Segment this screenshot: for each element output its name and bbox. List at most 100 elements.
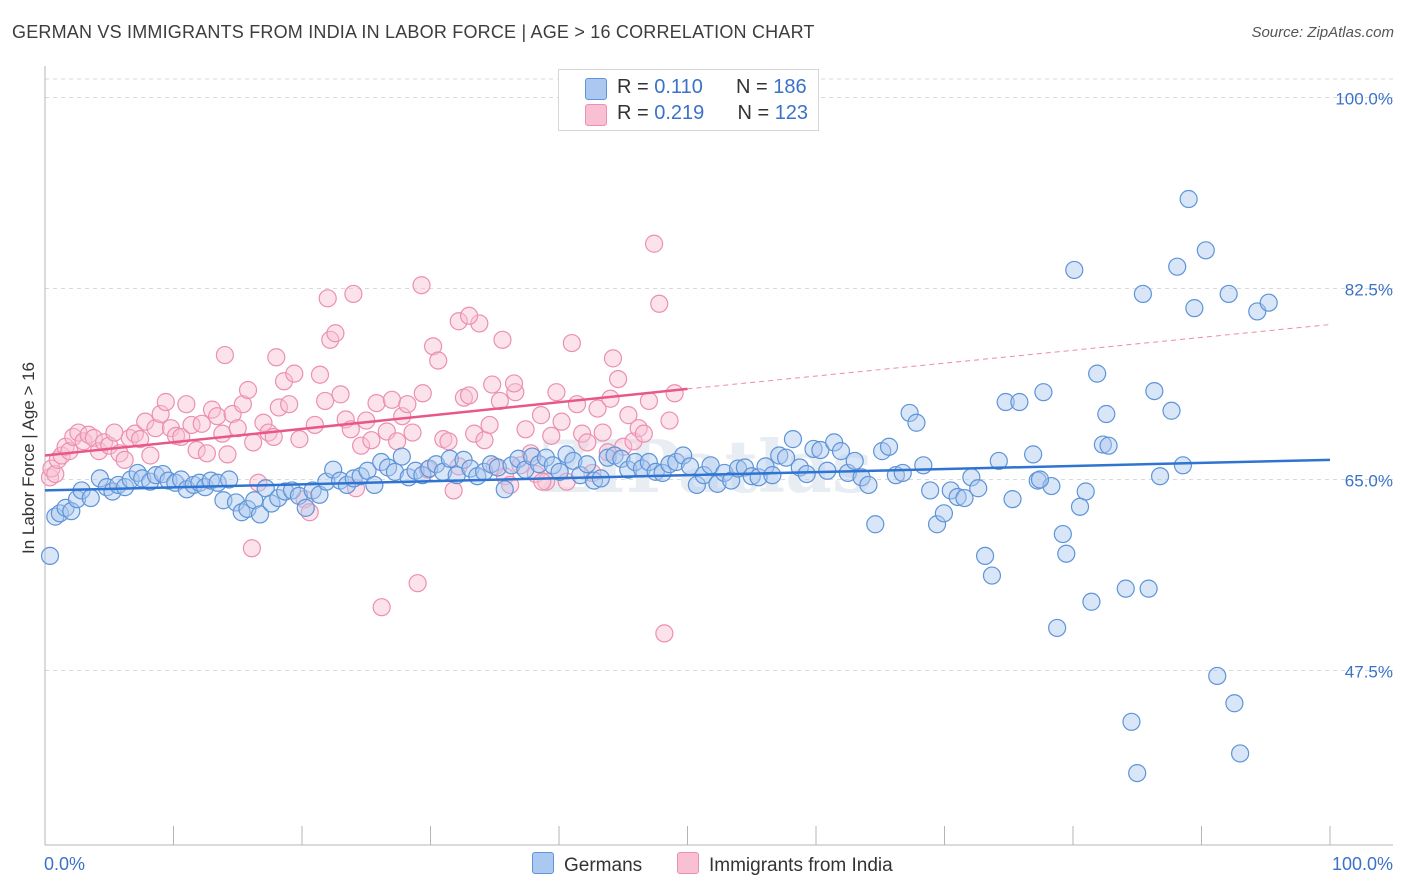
y-tick-label: 47.5%: [1345, 663, 1393, 682]
india-point: [547, 383, 566, 402]
german-point: [1097, 404, 1116, 424]
india-point: [344, 284, 363, 304]
legend-swatch-india: [585, 104, 607, 126]
german-point: [1196, 241, 1215, 260]
india-point: [326, 324, 345, 343]
german-point: [770, 446, 789, 465]
german-point: [523, 447, 542, 466]
german-point: [461, 459, 480, 478]
india-point: [285, 364, 304, 383]
india-point: [593, 423, 612, 442]
german-point: [1042, 476, 1061, 496]
german-point: [440, 449, 459, 468]
german-point: [571, 466, 590, 485]
german-point: [1116, 579, 1135, 598]
india-point: [650, 294, 669, 313]
legend-r-label: R =: [617, 76, 649, 98]
india-point: [393, 407, 412, 426]
german-point: [1122, 712, 1141, 731]
india-point: [244, 433, 263, 452]
legend-text-india: R = 0.219 N = 123: [617, 102, 808, 125]
german-point: [921, 481, 940, 500]
german-point: [550, 462, 569, 481]
india-point: [413, 384, 432, 403]
german-point: [1010, 392, 1029, 412]
german-point: [1093, 435, 1112, 454]
german-point: [982, 566, 1002, 585]
german-point: [392, 447, 411, 466]
german-point: [62, 502, 81, 521]
legend-n-value: 123: [774, 102, 809, 124]
india-point: [644, 234, 664, 253]
india-point: [316, 391, 335, 411]
india-point: [578, 433, 597, 452]
german-point: [529, 455, 549, 474]
german-point: [845, 451, 864, 471]
india-point: [429, 351, 448, 370]
india-point: [403, 423, 422, 442]
german-point: [557, 445, 576, 464]
india-point: [459, 306, 479, 325]
bottom-legend-swatch-india: [677, 852, 699, 874]
german-point: [776, 448, 796, 467]
german-point: [831, 442, 851, 461]
india-point: [449, 312, 468, 331]
german-point: [232, 503, 251, 522]
india-point: [387, 432, 407, 451]
india-point: [352, 436, 371, 455]
german-point: [1099, 436, 1118, 455]
german-point: [660, 455, 679, 474]
german-point: [488, 458, 507, 477]
india-point: [493, 330, 512, 349]
india-point: [79, 425, 98, 444]
german-point: [893, 463, 912, 483]
german-point: [1185, 299, 1204, 318]
india-point: [362, 431, 381, 450]
german-point: [502, 456, 521, 475]
correlation-legend: R = 0.110 N = 186 R = 0.219 N = 123: [558, 69, 819, 131]
india-point: [398, 395, 417, 414]
india-point: [136, 412, 155, 431]
india-point: [609, 369, 628, 389]
india-point: [105, 423, 124, 442]
german-point: [804, 439, 823, 459]
german-point: [1173, 456, 1193, 475]
india-point: [475, 431, 494, 450]
india-point: [197, 444, 217, 463]
axes: [44, 66, 1393, 846]
legend-text-germans: R = 0.110 N = 186: [617, 76, 807, 99]
india-point: [470, 314, 489, 333]
german-point: [742, 467, 761, 486]
india-point: [588, 399, 607, 418]
german-point: [1145, 381, 1164, 401]
german-point: [955, 488, 974, 508]
german-point: [989, 451, 1008, 471]
german-point: [763, 466, 782, 485]
german-point: [1034, 383, 1053, 402]
german-point: [797, 464, 816, 484]
german-point: [1070, 497, 1090, 516]
india-point: [665, 384, 684, 403]
legend-r-label: R =: [617, 102, 649, 124]
bottom-legend-label-germans: Germans: [564, 855, 643, 876]
bottom-legend-india: Immigrants from India: [677, 852, 893, 877]
india-point: [439, 432, 458, 451]
y-tick-label: 82.5%: [1345, 281, 1393, 300]
india-point: [629, 419, 648, 438]
german-point: [1179, 189, 1198, 209]
german-point: [276, 482, 295, 501]
india-point: [187, 440, 206, 460]
german-point: [667, 452, 686, 472]
german-point: [1162, 401, 1181, 420]
y-tick-label: 65.0%: [1345, 472, 1393, 491]
german-point: [969, 479, 988, 498]
german-point: [337, 475, 357, 495]
german-point: [324, 460, 343, 479]
legend-n-value: 186: [773, 76, 807, 98]
german-point: [1139, 579, 1158, 598]
german-point: [495, 480, 514, 499]
german-point: [619, 460, 638, 479]
german-point: [927, 515, 947, 534]
german-point: [1048, 618, 1067, 638]
